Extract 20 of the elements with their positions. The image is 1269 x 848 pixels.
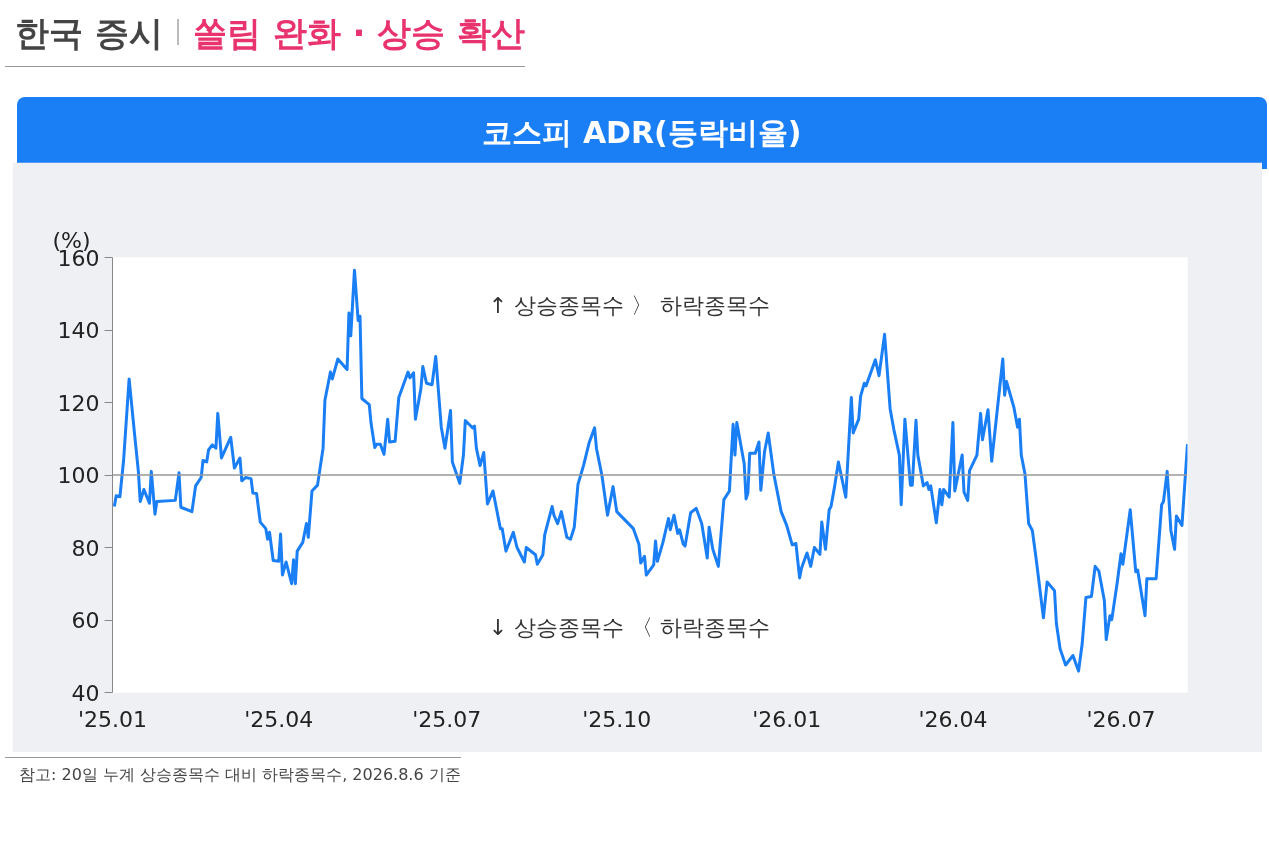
x-tick-label: '25.10 (582, 706, 652, 732)
x-tick-label: '26.04 (918, 706, 988, 732)
annotation: ↓ 상승종목수 〈 하락종목수 (488, 615, 771, 641)
text: 쏠림 완화 · 상승 확산 (192, 13, 526, 53)
y-tick-label: 60 (71, 608, 100, 633)
x-tick-label: '25.07 (412, 706, 482, 732)
y-tick-label: 100 (57, 463, 100, 488)
y-tick-label: 120 (57, 390, 100, 416)
y-tick-label: 40 (71, 680, 100, 706)
chart-title: 코스피 ADR(등락비율) (17, 97, 1267, 169)
x-tick-label: '26.01 (752, 706, 822, 732)
annotation: ↑ 상승종목수 〉 하락종목수 (488, 293, 771, 319)
line-series (112, 268, 1188, 673)
text: 참고: 20일 누계 상승종목수 대비 하락종목수, 2026.8.6 기준 (5, 757, 461, 787)
x-tick-label: '25.01 (77, 706, 148, 732)
y-tick-label: 140 (57, 318, 100, 343)
text: 한국 증시 (15, 13, 163, 53)
y-tick-label: 80 (71, 535, 100, 561)
x-tick-label: '26.07 (1086, 706, 1156, 732)
x-tick-label: '25.04 (244, 706, 314, 732)
